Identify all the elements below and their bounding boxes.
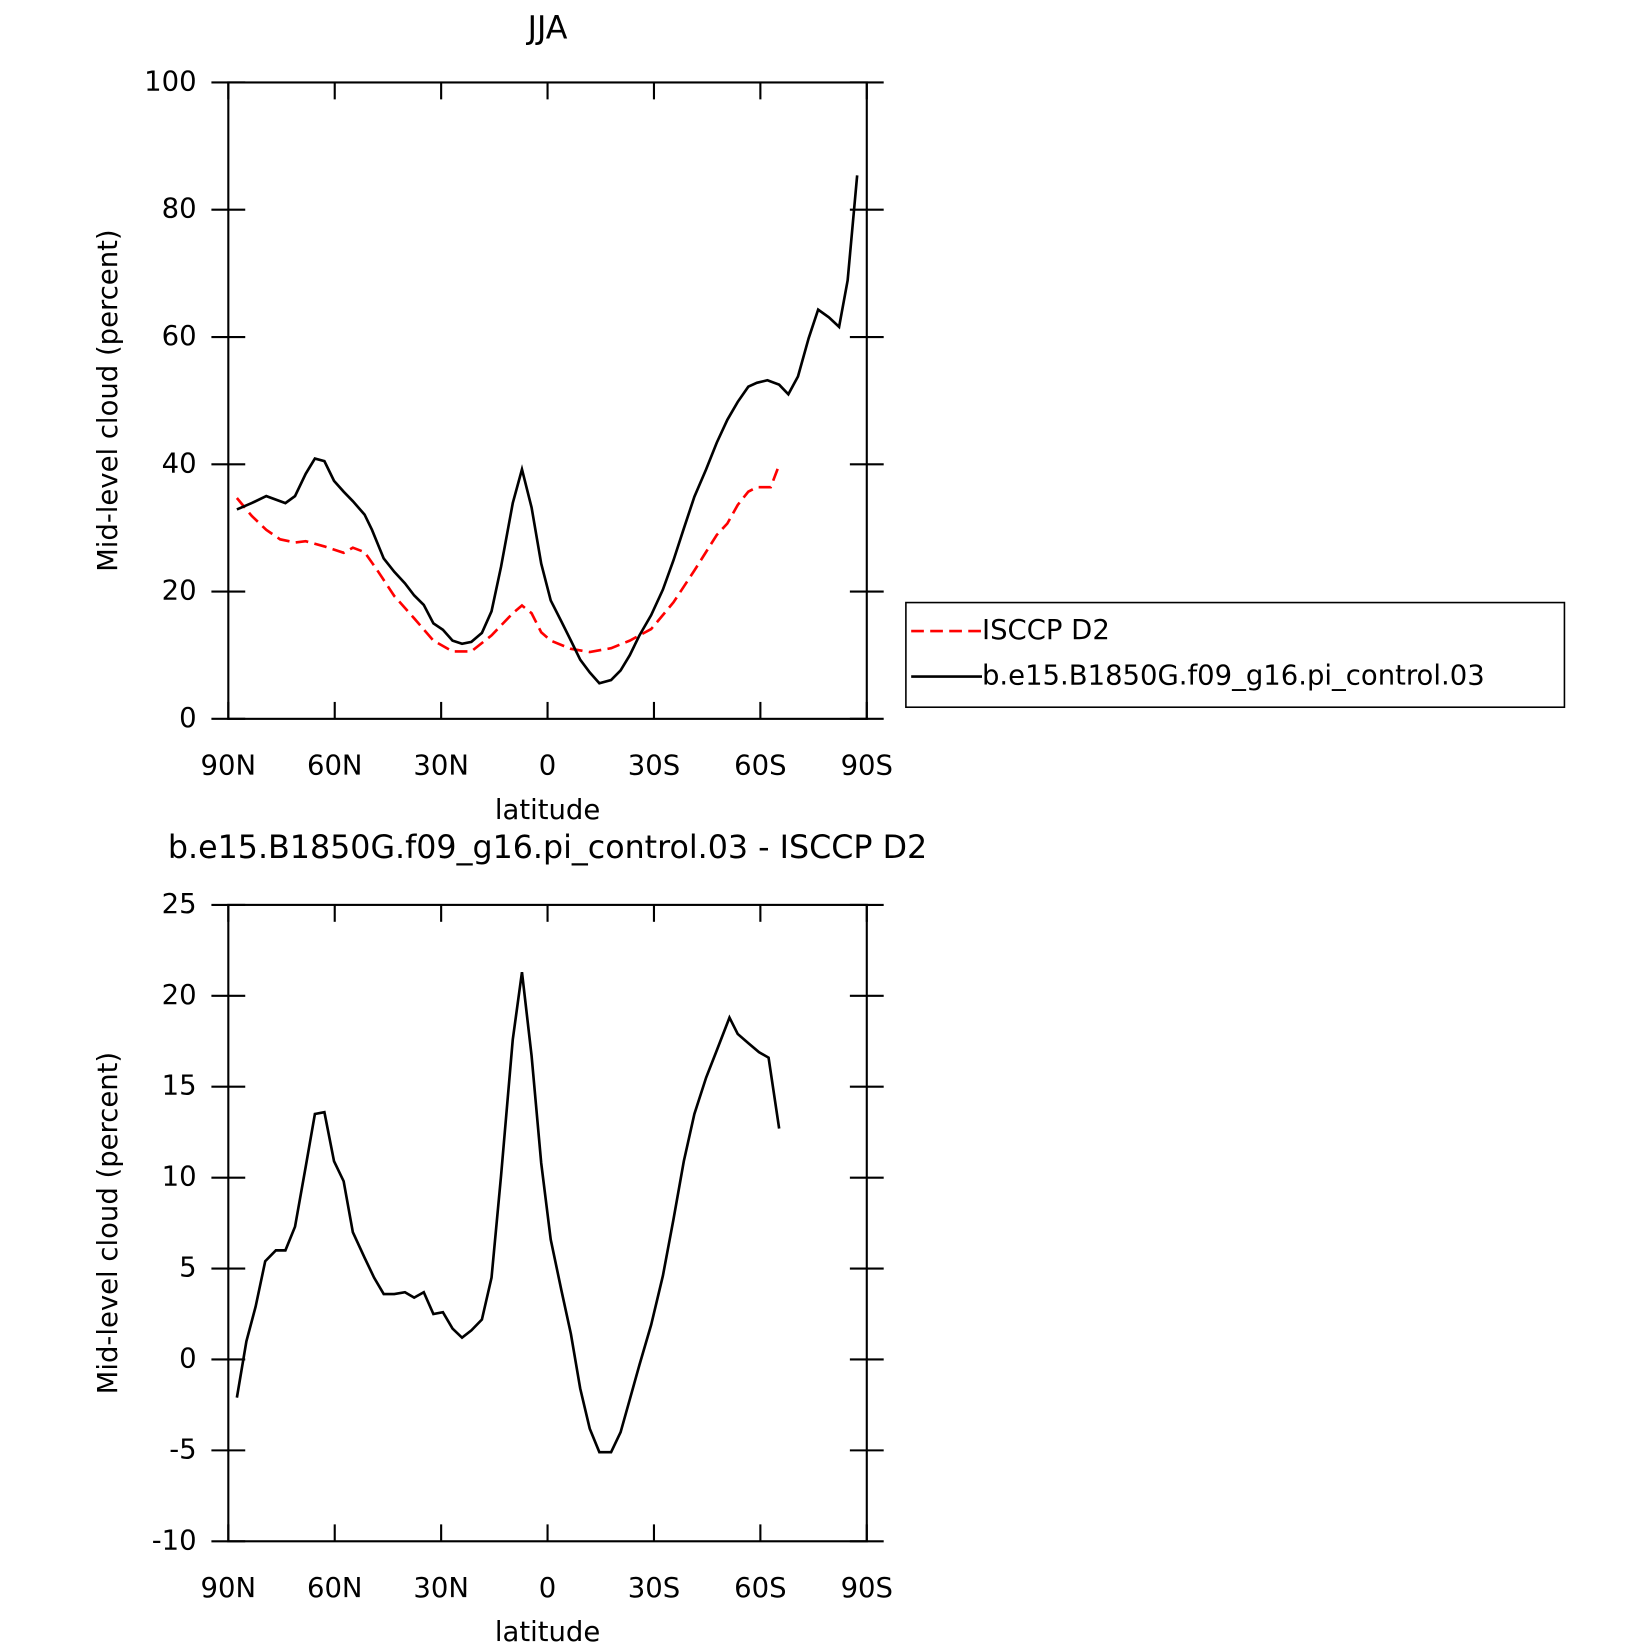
y-tick-label: 60 — [162, 320, 197, 352]
x-tick-label: 60S — [734, 1572, 786, 1604]
data-line — [235, 464, 781, 654]
x-tick-label: 90S — [841, 1572, 893, 1604]
y-axis-label: Mid-level cloud (percent) — [92, 229, 124, 572]
legend: ISCCP D2 b.e15.B1850G.f09_g16.pi_control.… — [905, 601, 1566, 709]
y-tick-label: 0 — [179, 1342, 196, 1374]
y-tick-label: 40 — [162, 447, 197, 479]
x-tick-label: 90N — [201, 1572, 257, 1604]
plot-frame — [227, 81, 868, 720]
x-tick-label: 60S — [734, 749, 786, 781]
x-tick-label: 30S — [628, 749, 680, 781]
y-tick-label: 15 — [162, 1070, 197, 1102]
x-tick-label: 0 — [539, 1572, 556, 1604]
y-tick-label: 80 — [162, 193, 197, 225]
y-tick-label: 25 — [162, 888, 197, 920]
legend-label: ISCCP D2 — [982, 614, 1110, 646]
legend-box — [905, 601, 1566, 709]
x-axis-label: latitude — [495, 794, 600, 826]
data-line — [235, 971, 781, 1454]
x-tick-label: 0 — [539, 749, 556, 781]
y-tick-label: 10 — [162, 1161, 197, 1193]
chart-title: JJA — [526, 11, 568, 47]
legend-label: b.e15.B1850G.f09_g16.pi_control.03 — [982, 660, 1485, 692]
y-tick-label: 100 — [144, 65, 196, 97]
y-tick-label: 20 — [162, 979, 197, 1011]
x-tick-label: 60N — [307, 749, 363, 781]
x-tick-label: 90S — [841, 749, 893, 781]
chart-title: b.e15.B1850G.f09_g16.pi_control.03 - ISC… — [168, 830, 927, 866]
x-tick-label: 30N — [413, 1572, 469, 1604]
x-tick-label: 30S — [628, 1572, 680, 1604]
y-tick-label: 0 — [179, 702, 196, 734]
x-tick-label: 30N — [413, 749, 469, 781]
y-tick-label: 5 — [179, 1252, 196, 1284]
x-tick-label: 90N — [201, 749, 257, 781]
x-tick-label: 60N — [307, 1572, 363, 1604]
y-axis-label: Mid-level cloud (percent) — [92, 1052, 124, 1395]
y-tick-label: 20 — [162, 575, 197, 607]
y-tick-label: -10 — [152, 1524, 197, 1556]
x-axis-label: latitude — [495, 1616, 600, 1647]
y-tick-label: -5 — [169, 1433, 196, 1465]
data-line — [236, 175, 859, 685]
